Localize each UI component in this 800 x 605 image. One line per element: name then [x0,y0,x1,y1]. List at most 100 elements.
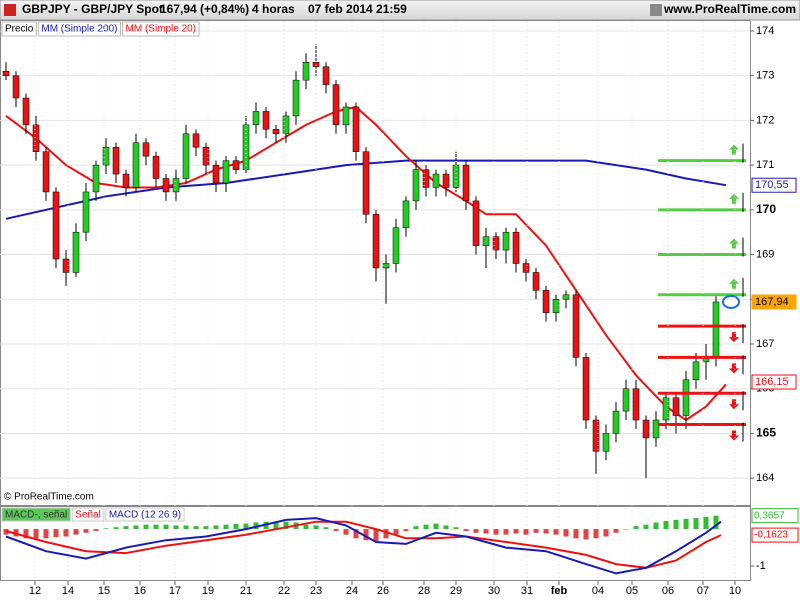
price-tag-label: 167,94 [755,296,789,308]
histogram-bar [633,526,639,530]
candle-body [292,79,300,117]
candle-body [392,227,400,264]
candle-body [372,214,380,269]
level-arrow [729,430,739,441]
candle-body [462,164,470,202]
legend-box [71,507,105,522]
histogram-bar [523,529,529,535]
level-arrow [729,363,739,374]
x-tick-label: 17 [169,585,181,597]
legend-entry: MACD-, señal [5,510,67,521]
candle-body [42,151,50,193]
series-line [5,520,722,569]
histogram-bar [713,515,719,530]
histogram-bar [383,529,389,539]
histogram-bar [573,529,579,539]
price-tag-label: 166,15 [755,376,789,388]
candle-body [552,299,560,313]
candle-body [262,111,270,130]
legend-box [1,21,37,37]
x-tick-label: 21 [240,585,252,597]
histogram-bar [413,526,419,530]
candle-body [112,146,120,175]
x-tick-label: 19 [202,585,214,597]
histogram-bar [63,529,69,537]
histogram-bar [693,518,699,530]
histogram-bar [223,524,229,530]
legend-box [105,507,185,522]
candle-body [592,419,600,452]
candle-body [632,388,640,421]
series-line [5,517,722,575]
candle-body [612,410,620,434]
histogram-bar [583,529,589,540]
histogram-bar [553,529,559,535]
x-tick-label: 07 [697,585,709,597]
histogram-bar [623,529,629,530]
candle-body [642,419,650,439]
candle-body [2,70,10,76]
histogram-bar [83,529,89,533]
candle-body [92,164,100,193]
candle-body [122,173,130,188]
y-tick-label: 172 [756,114,774,126]
y-tick-label: 164 [756,472,774,484]
candle-body [182,133,190,179]
x-tick-label: 06 [662,585,674,597]
candle-body [532,272,540,291]
price-tag [751,374,797,390]
candle-body [502,231,510,251]
histogram-bar [543,529,549,534]
value-tag [751,527,799,543]
histogram-bar [343,529,349,535]
copyright: © ProRealTime.com [4,492,94,503]
candle-body [32,124,40,152]
x-tick-label: 16 [134,585,146,597]
histogram-bar [463,529,469,531]
candle-body [312,62,320,67]
legend-entry: MM (Simple 200) [41,24,117,35]
tool-icon[interactable] [650,4,662,16]
legend-entry: Precio [5,24,34,35]
candle-body [582,357,590,421]
candle-body [352,106,360,152]
candle-body [52,191,60,260]
x-tick-label: 31 [521,585,533,597]
histogram-bar [663,521,669,530]
level-arrow [729,144,739,155]
histogram-bar [103,528,109,530]
x-tick-label: 04 [592,585,604,597]
histogram-bar [403,529,409,531]
histogram-bar [373,529,379,541]
candle-body [522,263,530,273]
histogram-bar [73,529,79,535]
candle-body [12,75,20,99]
candle-body [482,236,490,246]
histogram-bar [513,529,519,534]
value-tag-label: -0,1623 [754,530,788,541]
histogram-bar [93,529,99,531]
x-tick-label: 24 [346,585,358,597]
candle-body [302,62,310,81]
histogram-bar [33,529,39,539]
candle-body [692,361,700,381]
value-tag [751,508,799,524]
histogram-bar [183,525,189,530]
y-tick-label: 165 [756,426,776,440]
histogram-bar [213,525,219,530]
price-tag [751,294,797,310]
legend-entry: MM (Simple 20) [126,24,197,35]
x-tick-label: 14 [62,585,74,597]
legend-entry: Señal [75,510,101,521]
candle-body [442,173,450,188]
histogram-bar [23,529,29,539]
period: 4 horas [252,2,295,16]
candle-body [192,133,200,148]
x-tick-label: 29 [450,585,462,597]
histogram-bar [243,523,249,530]
site: www.ProRealTime.com [663,2,796,16]
candle-body [492,236,500,251]
histogram-bar [323,527,329,530]
header-icon [4,4,16,16]
histogram-bar [143,524,149,530]
